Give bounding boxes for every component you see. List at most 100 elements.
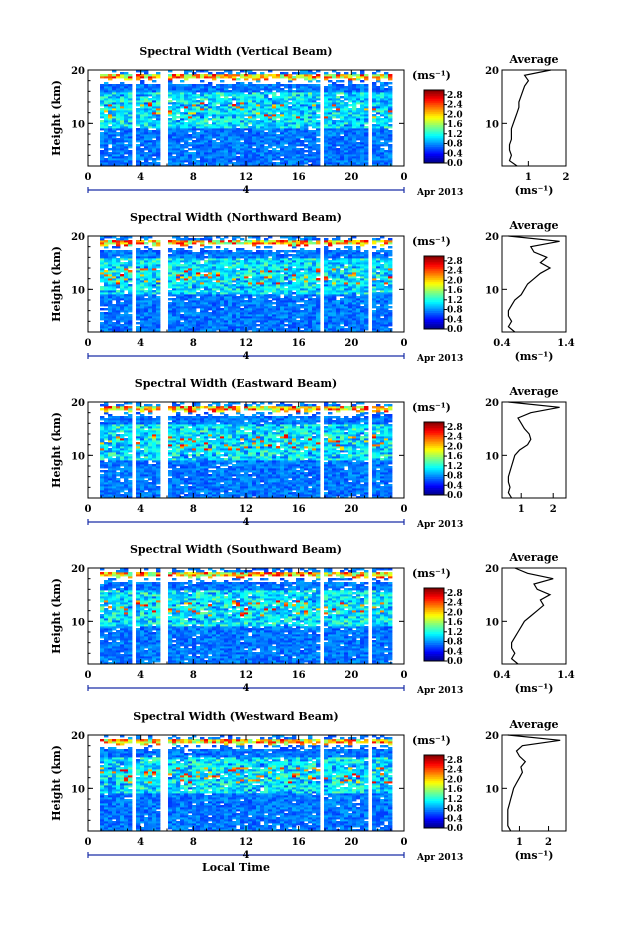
- heatmap-cell: [380, 74, 385, 77]
- heatmap-cell: [292, 112, 297, 115]
- heatmap-cell: [148, 140, 153, 143]
- heatmap-cell: [200, 84, 205, 87]
- heatmap-cell: [288, 132, 293, 135]
- heatmap-cell: [136, 122, 141, 125]
- heatmap-cell: [200, 122, 205, 125]
- heatmap-cell: [328, 138, 333, 141]
- heatmap-cell: [348, 104, 353, 107]
- heatmap-cell: [208, 158, 213, 161]
- heatmap-cell: [136, 128, 141, 131]
- heatmap-cell: [220, 114, 225, 117]
- heatmap-cell: [332, 106, 337, 109]
- panel-2: Spectral Width (Northward Beam)1020Heigh…: [50, 211, 575, 364]
- heatmap-cell: [344, 122, 349, 125]
- heatmap-cell: [372, 114, 377, 117]
- heatmap-cell: [168, 148, 173, 151]
- heatmap-cell: [360, 110, 365, 113]
- heatmap-cell: [360, 132, 365, 135]
- heatmap-cell: [264, 160, 269, 163]
- heatmap-cell: [324, 118, 329, 121]
- heatmap-cell: [352, 112, 357, 115]
- heatmap-cell: [348, 128, 353, 131]
- heatmap-cell: [276, 120, 281, 123]
- heatmap-cell: [344, 72, 349, 75]
- heatmap-cell: [168, 142, 173, 145]
- colorbar-segment: [424, 113, 444, 116]
- heatmap-cell: [256, 160, 261, 163]
- heatmap-cell: [292, 122, 297, 125]
- heatmap-cell: [168, 108, 173, 111]
- heatmap-cell: [188, 142, 193, 145]
- heatmap-cell: [192, 162, 197, 165]
- heatmap-cell: [300, 304, 305, 307]
- heatmap-cell: [328, 150, 333, 153]
- heatmap-cell: [144, 158, 149, 161]
- heatmap-cell: [300, 272, 305, 275]
- heatmap-cell: [296, 320, 301, 323]
- heatmap-cell: [356, 112, 361, 115]
- heatmap-cell: [224, 116, 229, 119]
- heatmap-cell: [340, 84, 345, 87]
- heatmap-cell: [140, 150, 145, 153]
- heatmap-cell: [112, 132, 117, 135]
- heatmap-cell: [200, 162, 205, 165]
- heatmap-cell: [228, 144, 233, 147]
- heatmap-cell: [112, 84, 117, 87]
- heatmap-cell: [184, 110, 189, 113]
- heatmap-cell: [292, 164, 297, 167]
- heatmap-cell: [376, 126, 381, 129]
- heatmap-cell: [268, 142, 273, 145]
- heatmap-cell: [168, 154, 173, 157]
- heatmap-cell: [216, 156, 221, 159]
- heatmap-cell: [372, 164, 377, 167]
- heatmap-cell: [108, 130, 113, 133]
- heatmap-cell: [188, 118, 193, 121]
- heatmap-cell: [340, 162, 345, 165]
- heatmap-cell: [256, 122, 261, 125]
- colorbar-segment: [424, 104, 444, 107]
- heatmap-cell: [184, 134, 189, 137]
- heatmap-cell: [100, 128, 105, 131]
- heatmap-cell: [300, 160, 305, 163]
- heatmap-cell: [220, 158, 225, 161]
- heatmap-cell: [172, 118, 177, 121]
- heatmap-cell: [360, 152, 365, 155]
- heatmap-cell: [104, 162, 109, 165]
- heatmap-cell: [192, 136, 197, 139]
- heatmap-cell: [324, 134, 329, 137]
- heatmap-cell: [104, 120, 109, 123]
- heatmap-cell: [308, 154, 313, 157]
- heatmap-cell: [376, 146, 381, 149]
- heatmap-cell: [120, 134, 125, 137]
- heatmap-cell: [100, 154, 105, 157]
- heatmap-cell: [348, 116, 353, 119]
- heatmap-cell: [100, 132, 105, 135]
- heatmap-cell: [172, 102, 177, 105]
- heatmap-cell: [288, 106, 293, 109]
- heatmap-cell: [324, 136, 329, 139]
- heatmap-cell: [172, 148, 177, 151]
- heatmap-cell: [124, 72, 129, 75]
- heatmap-cell: [256, 148, 261, 151]
- heatmap-cell: [128, 108, 133, 111]
- heatmap-cell: [208, 134, 213, 137]
- heatmap-cell: [284, 328, 289, 331]
- heatmap-cell: [256, 146, 261, 149]
- colorbar-segment: [424, 139, 444, 142]
- heatmap-cell: [104, 164, 109, 167]
- heatmap-cell: [124, 158, 129, 161]
- heatmap-cell: [256, 156, 261, 159]
- heatmap-cell: [240, 134, 245, 137]
- heatmap-cell: [128, 154, 133, 157]
- heatmap-cell: [376, 108, 381, 111]
- heatmap-cell: [372, 120, 377, 123]
- heatmap-cell: [140, 138, 145, 141]
- heatmap-cell: [128, 110, 133, 113]
- heatmap-cell: [184, 156, 189, 159]
- heatmap-cell: [176, 120, 181, 123]
- heatmap-cell: [248, 138, 253, 141]
- heatmap-cell: [356, 160, 361, 163]
- heatmap-cell: [316, 138, 321, 141]
- heatmap-cell: [332, 142, 337, 145]
- heatmap-cell: [200, 140, 205, 143]
